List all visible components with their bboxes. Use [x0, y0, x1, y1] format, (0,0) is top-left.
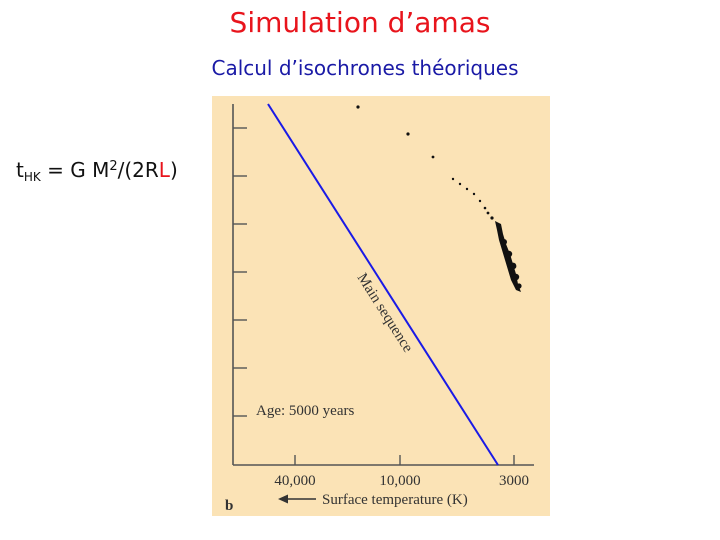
star-point: [490, 216, 494, 220]
x-axis-label: Surface temperature (K): [322, 492, 468, 508]
formula-tail2: ): [169, 158, 178, 182]
star-point: [431, 155, 435, 159]
slide-title: Simulation d’amas: [229, 6, 491, 39]
x-axis-arrow: [278, 494, 316, 504]
formula-subscript: HK: [23, 170, 41, 184]
x-axis-ticks: [294, 455, 515, 465]
star-point: [451, 177, 455, 181]
age-label: Age: 5000 years: [256, 403, 354, 419]
star-point: [483, 206, 487, 210]
formula-luminosity: L: [158, 158, 170, 182]
kelvin-helmholtz-formula: tHK = G M2/(2RL): [16, 158, 178, 184]
formula-tail1: /(2R: [117, 158, 159, 182]
main-sequence-line: [267, 103, 499, 466]
star-point: [501, 239, 507, 245]
main-sequence-label: Main sequence: [354, 271, 416, 356]
star-point: [512, 273, 520, 281]
star-point: [472, 192, 476, 196]
isochrone-stars: [356, 105, 522, 292]
hr-diagram-svg: Main sequence Age: 5000 years 40,000 10,…: [225, 103, 534, 514]
x-tick-label: 10,000: [379, 473, 420, 489]
formula-exponent: 2: [109, 159, 118, 174]
slide-subtitle: Calcul d’isochrones théoriques: [211, 56, 519, 80]
x-tick-label: 40,000: [274, 473, 315, 489]
star-point: [465, 187, 469, 191]
star-point: [478, 199, 482, 203]
hr-diagram-figure: Main sequence Age: 5000 years 40,000 10,…: [212, 96, 550, 516]
star-point: [509, 262, 517, 270]
panel-label: b: [225, 498, 233, 514]
x-tick-label: 3000: [499, 473, 529, 489]
star-point: [406, 132, 410, 136]
star-point: [486, 211, 490, 215]
y-axis-ticks: [233, 127, 247, 417]
arrow-head-icon: [278, 494, 288, 504]
star-point: [516, 283, 522, 289]
star-point: [505, 250, 513, 258]
star-point: [458, 182, 462, 186]
formula-eq: = G M: [40, 158, 110, 182]
star-point: [356, 105, 360, 109]
